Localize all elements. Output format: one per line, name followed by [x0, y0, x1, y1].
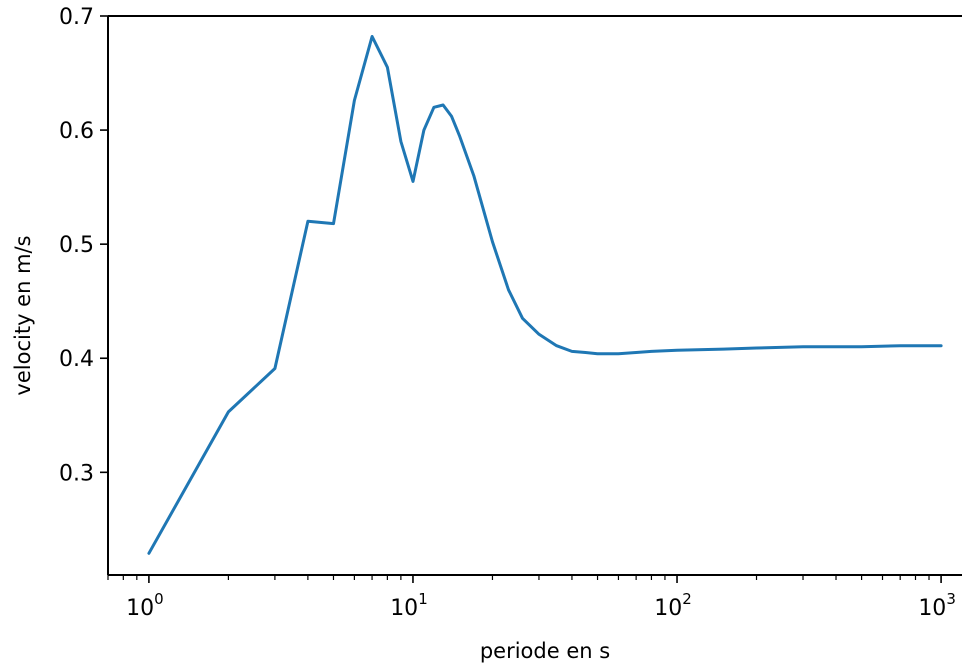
- y-tick-label: 0.5: [59, 233, 94, 258]
- x-tick-label-exponent: 0: [154, 590, 164, 608]
- x-tick-label: 102: [654, 590, 692, 621]
- x-tick-label: 101: [390, 590, 428, 621]
- x-tick-label: 100: [126, 590, 164, 621]
- x-axis-label: periode en s: [480, 639, 610, 663]
- x-tick-label: 103: [918, 590, 956, 621]
- y-tick-label: 0.4: [59, 347, 94, 372]
- y-tick-label: 0.3: [59, 461, 94, 486]
- series-line: [147, 35, 943, 555]
- x-tick-label-exponent: 2: [682, 590, 692, 608]
- x-tick-label-exponent: 1: [418, 590, 428, 608]
- x-tick-label-base: 10: [918, 596, 946, 621]
- x-tick-label-base: 10: [654, 596, 682, 621]
- x-tick-label-base: 10: [126, 596, 154, 621]
- y-tick-label: 0.7: [59, 5, 94, 30]
- x-tick-label-exponent: 3: [946, 590, 956, 608]
- y-axis-label: velocity en m/s: [11, 235, 35, 395]
- x-tick-label-base: 10: [390, 596, 418, 621]
- y-tick-label: 0.6: [59, 119, 94, 144]
